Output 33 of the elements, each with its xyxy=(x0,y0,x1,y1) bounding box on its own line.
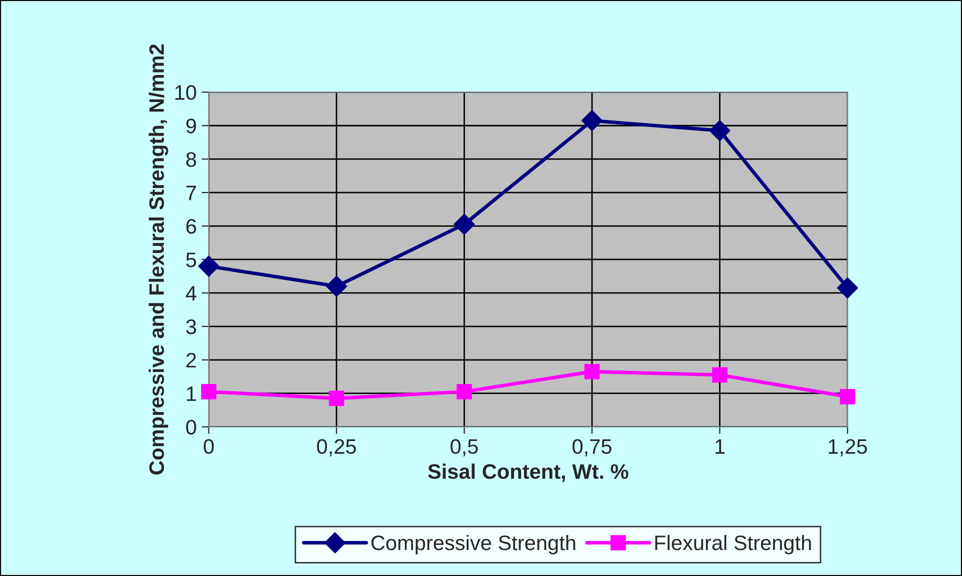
point xyxy=(198,256,220,277)
point xyxy=(709,120,730,142)
y-tick-label: 9 xyxy=(186,118,196,134)
x-tick-label: 0,5 xyxy=(450,439,478,456)
x-tick-label: 0,75 xyxy=(572,439,612,456)
y-tick-label: 8 xyxy=(186,152,196,167)
y-tick-label: 4 xyxy=(186,286,196,300)
point xyxy=(840,389,856,404)
y-tick-label: 3 xyxy=(186,319,196,334)
point xyxy=(328,390,344,406)
y-tick-label: 0 xyxy=(186,420,196,435)
x-tick-label: 1 xyxy=(716,439,725,454)
y-tick-label: 2 xyxy=(186,352,196,368)
y-axis-title: Compressive and Flexural Strength, N/mm2 xyxy=(148,44,168,475)
x-tick-label: 1,25 xyxy=(828,439,867,456)
point xyxy=(326,276,348,297)
point xyxy=(584,364,600,380)
y-tick-label: 1 xyxy=(186,386,196,401)
x-tick-label: 0 xyxy=(204,439,214,454)
x-tick-label: 0,25 xyxy=(317,439,356,456)
x-axis-title: Sisal Content, Wt. % xyxy=(428,464,628,482)
y-tick-label: 5 xyxy=(186,252,196,268)
y-tick-label: 10 xyxy=(175,85,196,100)
point xyxy=(582,110,603,132)
legend-label: Compressive Strength xyxy=(371,534,576,554)
y-tick-label: 7 xyxy=(186,186,196,200)
point xyxy=(837,277,858,298)
point xyxy=(456,384,472,400)
point xyxy=(201,384,216,400)
point xyxy=(454,214,475,235)
y-tick-label: 6 xyxy=(186,219,196,234)
legend-label: Flexural Strength xyxy=(655,534,811,554)
point xyxy=(712,367,728,383)
